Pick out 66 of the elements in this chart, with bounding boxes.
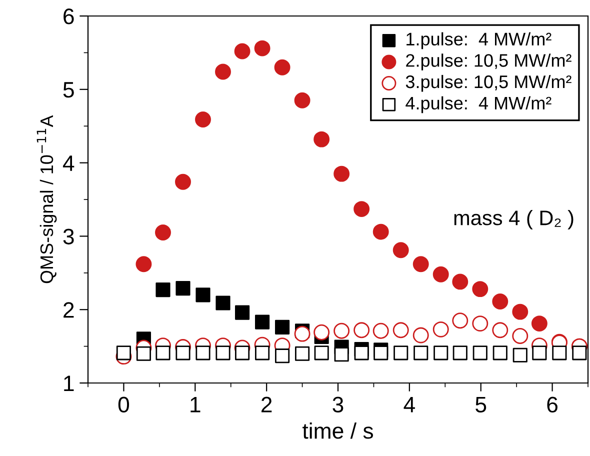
point — [255, 346, 270, 360]
x-axis-title: time / s — [302, 422, 374, 439]
point — [432, 266, 449, 282]
point — [216, 346, 230, 360]
point — [294, 326, 310, 342]
point — [334, 347, 349, 362]
point — [136, 256, 152, 272]
point — [254, 40, 270, 56]
point — [196, 288, 210, 302]
x-tick-label: 0 — [118, 396, 130, 413]
x-tick-label: 6 — [547, 396, 558, 413]
point — [572, 346, 587, 360]
legend-label: 4.pulse: 4 MW/m² — [406, 96, 552, 114]
legend-label: 2.pulse: 10,5 MW/m² — [406, 54, 572, 70]
x-tick-label: 1 — [190, 397, 200, 412]
point — [374, 346, 388, 360]
point — [136, 346, 151, 361]
point — [354, 346, 369, 360]
point — [235, 305, 250, 320]
point — [175, 174, 191, 190]
annotation: mass 4 ( D₂ ) — [454, 210, 574, 230]
x-tick-label: 4 — [404, 397, 415, 412]
point — [492, 294, 508, 310]
point — [235, 346, 250, 360]
point — [552, 346, 567, 360]
point — [234, 43, 250, 60]
point — [274, 59, 290, 76]
point — [255, 314, 270, 330]
point — [392, 242, 409, 258]
point — [531, 316, 548, 332]
y-tick-label: 5 — [63, 82, 74, 98]
point — [314, 346, 329, 360]
point — [116, 346, 131, 360]
point — [372, 224, 389, 240]
point — [412, 256, 429, 272]
legend-label: 3.pulse: 10,5 MW/m² — [406, 74, 572, 92]
point — [176, 281, 190, 296]
point — [156, 346, 170, 360]
y-tick-label: 3 — [63, 228, 74, 244]
y-axis-title: QMS-signal / 10$^{−11}$A — [36, 115, 57, 284]
point — [314, 324, 330, 340]
point — [512, 304, 528, 320]
point — [472, 281, 488, 298]
point — [196, 346, 210, 360]
point — [452, 274, 468, 290]
x-tick-label: 5 — [476, 397, 486, 413]
point — [275, 320, 290, 334]
y-tick-label: 2 — [64, 302, 74, 318]
x-tick-label: 2 — [262, 396, 272, 412]
point — [216, 296, 230, 310]
point — [294, 92, 310, 108]
point — [195, 112, 211, 128]
point — [176, 346, 190, 360]
x-tick-label: 3 — [332, 396, 344, 413]
point — [155, 224, 171, 241]
point — [354, 201, 370, 218]
y-tick-label: 1 — [64, 376, 74, 392]
y-tick-label: 4 — [62, 156, 74, 171]
point — [275, 348, 290, 364]
point — [215, 64, 231, 80]
point — [334, 166, 350, 182]
point — [532, 346, 547, 360]
point — [314, 131, 330, 148]
point — [156, 282, 170, 298]
legend-label: 1.pulse: 4 MW/m² — [406, 32, 552, 50]
y-tick-label: 6 — [64, 8, 74, 24]
